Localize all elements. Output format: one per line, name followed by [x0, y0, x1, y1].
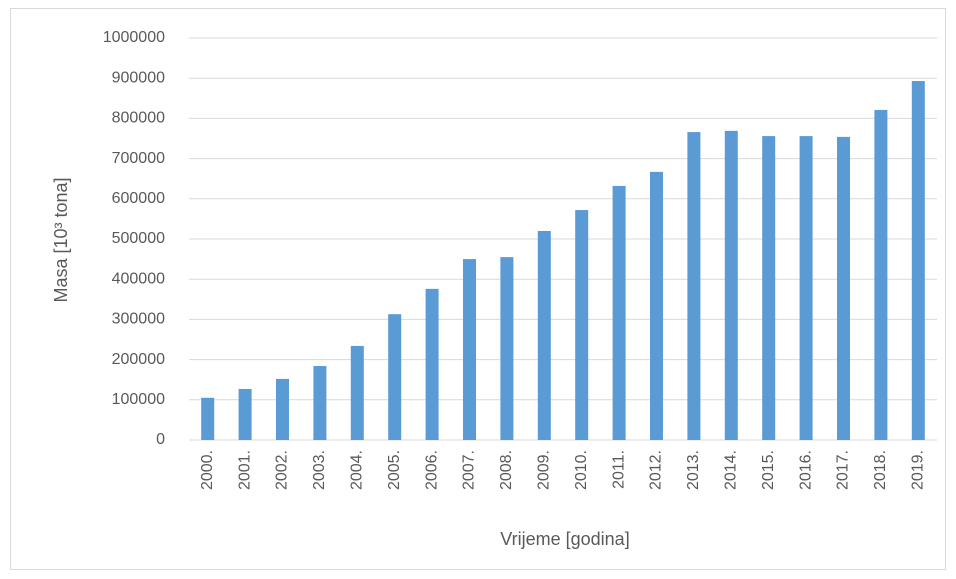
y-tick-label: 400000 [112, 270, 165, 287]
bar [276, 378, 289, 440]
x-tick-label: 2018. [872, 450, 889, 490]
x-tick-label: 2014. [723, 450, 740, 490]
x-tick-label: 2008. [498, 450, 515, 490]
bar [911, 81, 925, 440]
x-tick-label: 2003. [311, 450, 328, 490]
y-tick-label: 900000 [112, 69, 165, 86]
x-tick-label: 2004. [349, 450, 366, 490]
x-tick-label: 2016. [797, 450, 814, 490]
y-tick-label: 500000 [112, 230, 165, 247]
y-axis-title: Masa [10³ tona] [51, 177, 71, 302]
bar [762, 136, 776, 440]
x-tick-label: 2012. [648, 450, 665, 490]
bar [687, 132, 701, 440]
bar [650, 171, 663, 440]
bar [238, 388, 252, 440]
bar [500, 257, 514, 440]
bar [313, 366, 327, 440]
x-axis-title: Vrijeme [godina] [500, 529, 629, 549]
y-tick-label: 0 [156, 431, 165, 448]
y-tick-label: 1000000 [103, 29, 165, 46]
bar [350, 345, 364, 440]
bar [837, 136, 850, 440]
x-tick-label: 2005. [386, 450, 403, 490]
y-tick-label: 100000 [112, 391, 165, 408]
x-tick-label: 2015. [760, 450, 777, 490]
y-tick-label: 700000 [112, 150, 165, 167]
bar [425, 288, 439, 440]
x-tick-label: 2017. [835, 450, 852, 490]
x-tick-label: 2002. [274, 450, 291, 490]
x-tick-label: 2009. [536, 450, 553, 490]
bar [799, 136, 813, 440]
bar [537, 230, 551, 440]
x-tick-label: 2001. [236, 450, 253, 490]
y-tick-label: 800000 [112, 110, 165, 127]
bar [874, 109, 888, 440]
bar [575, 210, 589, 440]
chart-border [10, 8, 946, 570]
bar [724, 130, 738, 440]
x-tick-label: 2011. [610, 450, 627, 489]
y-tick-label: 600000 [112, 190, 165, 207]
bar [463, 259, 476, 440]
x-tick-label: 2007. [461, 450, 478, 490]
bar [612, 185, 626, 440]
y-tick-label: 200000 [112, 351, 165, 368]
bar [388, 314, 402, 440]
y-tick-label: 300000 [112, 311, 165, 328]
x-tick-label: 2010. [573, 450, 590, 490]
x-tick-label: 2006. [423, 450, 440, 490]
bar [201, 397, 215, 440]
x-tick-label: 2019. [910, 450, 927, 490]
x-tick-label: 2013. [685, 450, 702, 490]
x-tick-label: 2000. [199, 450, 216, 490]
